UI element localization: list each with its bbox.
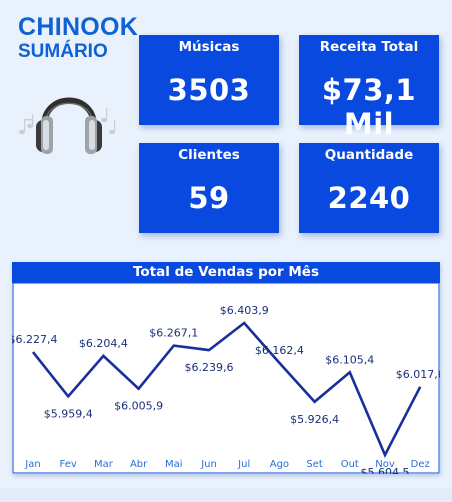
- x-tick-mai: Mai: [165, 459, 183, 470]
- x-tick-dez: Dez: [411, 459, 430, 470]
- data-label-dez: $6.017,6: [396, 368, 440, 381]
- x-tick-abr: Abr: [130, 459, 148, 470]
- kpi-card-clientes: Clientes 59: [139, 143, 279, 233]
- kpi-label: Clientes: [178, 147, 240, 163]
- kpi-value: 3503: [167, 73, 251, 107]
- sales-series-line: [31, 321, 422, 459]
- brand-subtitle: SUMÁRIO: [18, 41, 108, 63]
- kpi-card-musicas: Músicas 3503: [139, 35, 279, 125]
- x-tick-jul: Jul: [237, 459, 250, 470]
- line-chart-plot: $6.227,4 $5.959,4 $6.204,4 $6.005,9 $6.267,1…: [12, 283, 440, 474]
- kpi-label: Receita Total: [319, 39, 419, 55]
- data-label-set: $5.926,4: [290, 413, 339, 426]
- x-tick-mar: Mar: [94, 459, 114, 470]
- chart-title: Total de Vendas por Mês: [12, 262, 440, 283]
- plot-frame: [12, 283, 440, 474]
- x-tick-jan: Jan: [24, 459, 40, 470]
- x-tick-set: Set: [306, 459, 323, 470]
- kpi-card-receita-total: Receita Total $73,1 Mil: [299, 35, 439, 141]
- data-label-fev: $5.959,4: [44, 407, 93, 420]
- data-label-ago: $6.162,4: [255, 344, 304, 357]
- x-tick-nov: Nov: [375, 459, 395, 470]
- x-tick-fev: Fev: [60, 459, 77, 470]
- kpi-value: $73,1 Mil: [321, 73, 417, 141]
- data-label-out: $6.105,4: [325, 353, 374, 366]
- kpi-label: Quantidade: [324, 147, 414, 163]
- kpi-value: 59: [188, 181, 230, 215]
- kpi-value: 2240: [327, 181, 411, 215]
- x-tick-jun: Jun: [200, 459, 217, 470]
- x-tick-ago: Ago: [270, 459, 289, 470]
- kpi-card-quantidade: Quantidade 2240: [299, 143, 439, 233]
- data-label-nov: $5.604,5: [361, 466, 410, 474]
- data-label-jul: $6.403,9: [220, 304, 269, 317]
- sales-by-month-chart: Total de Vendas por Mês $6.227,4 $5.959,4…: [12, 262, 440, 474]
- data-label-jan: $6.227,4: [12, 333, 57, 346]
- brand-title: CHINOOK: [18, 13, 139, 41]
- kpi-label: Músicas: [178, 39, 240, 55]
- x-tick-out: Out: [341, 459, 359, 470]
- data-label-mar: $6.204,4: [79, 337, 128, 350]
- headphones-icon: [19, 97, 116, 154]
- data-label-jun: $6.239,6: [185, 361, 234, 374]
- footer-strip: [0, 488, 452, 502]
- data-label-abr: $6.005,9: [114, 400, 163, 413]
- data-label-mai: $6.267,1: [149, 327, 198, 340]
- brand: CHINOOK SUMÁRIO: [18, 14, 138, 62]
